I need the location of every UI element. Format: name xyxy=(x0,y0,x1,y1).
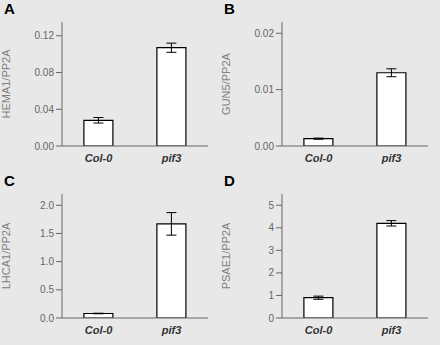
svg-text:0.02: 0.02 xyxy=(255,28,275,39)
svg-text:0.00: 0.00 xyxy=(255,141,275,152)
svg-text:0.00: 0.00 xyxy=(35,141,55,152)
svg-text:4: 4 xyxy=(268,222,274,233)
svg-text:1: 1 xyxy=(268,290,274,301)
svg-text:HEMA1/PP2A: HEMA1/PP2A xyxy=(8,49,12,119)
svg-text:0.5: 0.5 xyxy=(40,284,54,295)
svg-text:2: 2 xyxy=(268,267,274,278)
svg-text:Col-0: Col-0 xyxy=(305,152,333,164)
svg-text:Col-0: Col-0 xyxy=(85,324,113,336)
svg-text:Col-0: Col-0 xyxy=(305,324,333,336)
svg-text:LHCA1/PP2A: LHCA1/PP2A xyxy=(8,222,12,289)
svg-text:pif3: pif3 xyxy=(381,324,402,336)
html-text:B: B xyxy=(224,0,235,17)
svg-text:GUN5/PP2A: GUN5/PP2A xyxy=(220,52,232,114)
svg-text:2.0: 2.0 xyxy=(40,200,54,211)
svg-text:0.08: 0.08 xyxy=(35,67,55,78)
svg-text:0.01: 0.01 xyxy=(255,84,275,95)
svg-text:1.0: 1.0 xyxy=(40,256,54,267)
svg-text:pif3: pif3 xyxy=(161,324,182,336)
svg-text:Col-0: Col-0 xyxy=(85,152,113,164)
svg-text:pif3: pif3 xyxy=(161,152,182,164)
html-text:C: C xyxy=(4,172,15,189)
svg-text:0.04: 0.04 xyxy=(35,104,55,115)
svg-text:pif3: pif3 xyxy=(381,152,402,164)
svg-text:PSAE1/PP2A: PSAE1/PP2A xyxy=(220,222,232,289)
svg-text:1.5: 1.5 xyxy=(40,228,54,239)
svg-text:3: 3 xyxy=(268,245,274,256)
html-text:D: D xyxy=(224,172,235,189)
svg-text:0.12: 0.12 xyxy=(35,30,55,41)
svg-text:0: 0 xyxy=(268,313,274,324)
svg-text:0.0: 0.0 xyxy=(40,313,54,324)
html-text:A: A xyxy=(4,0,15,17)
svg-text:5: 5 xyxy=(268,200,274,211)
